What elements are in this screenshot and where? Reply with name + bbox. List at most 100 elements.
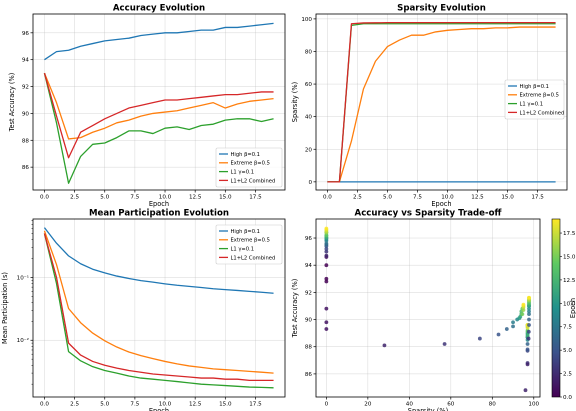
legend-label: L1+L2 Combined (231, 178, 276, 184)
scatter-point (527, 295, 531, 300)
y-tick-label: 88 (305, 345, 313, 351)
y-tick-label: 86 (305, 372, 313, 378)
y-tick-label: 96 (305, 236, 313, 242)
scatter-point (527, 309, 531, 314)
x-tick-label: 5.0 (100, 195, 109, 201)
y-axis-label: Test Accuracy (%) (8, 73, 16, 133)
x-tick-label: 12.5 (471, 195, 484, 201)
scatter-point (525, 347, 530, 352)
x-tick-label: 15.0 (501, 195, 514, 201)
scatter-point (511, 324, 515, 329)
x-tick-label: 12.5 (189, 402, 202, 408)
y-tick-label: 96 (22, 31, 30, 37)
chart-title: Mean Participation Evolution (89, 209, 229, 219)
legend-label: Extreme β=0.5 (520, 93, 559, 99)
scatter-point (526, 329, 531, 334)
chart-title: Accuracy vs Sparsity Trade-off (355, 209, 503, 219)
series-line (327, 26, 556, 183)
x-axis-label: Epoch (149, 407, 169, 411)
legend: High β=0.1 Extreme β=0.5 L1 γ=0.1 L1+L2 Com… (215, 224, 283, 265)
y-axis-label: Test Accuracy (%) (291, 279, 299, 339)
x-tick-label: 10.0 (159, 402, 172, 408)
series-line (44, 22, 274, 61)
colorbar-tick-label: 7.5 (563, 325, 572, 331)
series-line (43, 72, 274, 159)
x-tick-label: 20 (364, 402, 372, 408)
scatter-point (521, 302, 526, 307)
scatter-point (324, 233, 329, 238)
legend-label: L1 γ=0.1 (520, 102, 544, 108)
colorbar-label: Epoch (569, 298, 576, 318)
legend-label: L1 γ=0.1 (231, 247, 255, 253)
scatter-point (527, 312, 531, 317)
y-tick-label: 80 (305, 49, 313, 55)
y-axis-label: Sparsity (%) (291, 82, 299, 122)
x-tick-label: 2.5 (353, 195, 362, 201)
mp-chart: 0.0 2.5 5.0 7.5 10.0 12.5 15.0 17.5 10⁻² 10⁻¹ Mean… (1, 209, 286, 411)
chart-title: Accuracy Evolution (113, 4, 205, 14)
y-tick-label: 10⁻¹ (17, 274, 29, 281)
scatter-point (520, 312, 525, 317)
series-line (43, 72, 274, 140)
y-tick-label: 90 (305, 318, 313, 324)
series-line (43, 233, 274, 382)
x-tick-label: 15.0 (219, 195, 232, 201)
scatter-point (504, 327, 509, 331)
x-tick-label: 7.5 (130, 402, 139, 408)
y-tick-label: 0 (308, 180, 312, 186)
scatter-point (496, 332, 501, 337)
axes-frame (315, 218, 541, 398)
colorbar: 0.0 2.5 5.0 7.5 10.0 12.5 15.0 17.5 Epoch (551, 218, 576, 401)
x-tick-label: 0 (325, 402, 329, 408)
x-tick-label: 0.0 (40, 195, 49, 201)
colorbar-tick-label: 12.5 (563, 278, 576, 284)
scatter-point (527, 317, 531, 322)
x-tick-label: 80 (489, 402, 497, 408)
x-axis-label: Epoch (149, 200, 169, 208)
sp-chart: 0.0 2.5 5.0 7.5 10.0 12.5 15.0 17.5 0 20 40 60 80 100… (291, 4, 568, 208)
legend: High β=0.1 Extreme β=0.5 L1 γ=0.1 L1+L2 Com… (504, 79, 565, 120)
x-tick-label: 17.5 (531, 195, 544, 201)
tr-chart: 0 20 40 60 80 100 86 88 90 92 94 96 Accuracy vs Spar… (291, 209, 576, 411)
legend-label: High β=0.1 (231, 152, 260, 158)
acc-chart: 0.0 2.5 5.0 7.5 10.0 12.5 15.0 17.5 86 88 90 92 94 96… (8, 4, 286, 208)
x-tick-label: 5.0 (383, 195, 392, 201)
legend-label: High β=0.1 (520, 84, 549, 90)
scatter-point (324, 320, 329, 325)
scatter-point (525, 342, 530, 346)
x-tick-label: 10.0 (159, 195, 172, 201)
chart-title: Sparsity Evolution (397, 4, 486, 14)
scatter-point (324, 249, 329, 254)
series-line (43, 233, 274, 389)
scatter-point (324, 246, 329, 251)
colorbar-tick-label: 15.0 (563, 254, 576, 260)
colorbar-tick-label: 5.0 (563, 348, 572, 354)
legend: High β=0.1 Extreme β=0.5 L1 γ=0.1 L1+L2 Com… (215, 147, 283, 188)
x-tick-label: 7.5 (413, 195, 422, 201)
x-tick-label: 2.5 (70, 195, 79, 201)
series-line (43, 72, 274, 184)
scatter-point (382, 343, 387, 348)
x-tick-label: 10.0 (441, 195, 454, 201)
y-tick-label: 90 (22, 111, 30, 117)
y-tick-label: 88 (22, 138, 30, 144)
legend-label: L1 γ=0.1 (231, 170, 255, 176)
y-tick-label: 60 (305, 82, 313, 88)
legend-box (504, 79, 565, 120)
x-tick-label: 0.0 (323, 195, 332, 201)
scatter-point (511, 320, 515, 325)
y-tick-label: 94 (305, 263, 313, 269)
series-line (327, 23, 556, 183)
y-tick-label: 20 (305, 147, 313, 153)
scatter-point (477, 336, 482, 341)
y-tick-label: 92 (305, 290, 312, 296)
scatter-point (324, 276, 329, 281)
x-axis-label: Epoch (431, 200, 451, 208)
axes-frame (32, 13, 286, 191)
y-tick-label: 40 (305, 115, 313, 121)
legend-label: Extreme β=0.5 (231, 238, 270, 244)
legend-box (215, 224, 283, 265)
legend-label: Extreme β=0.5 (231, 161, 270, 167)
axes-frame (32, 218, 286, 398)
legend-box (215, 147, 283, 188)
